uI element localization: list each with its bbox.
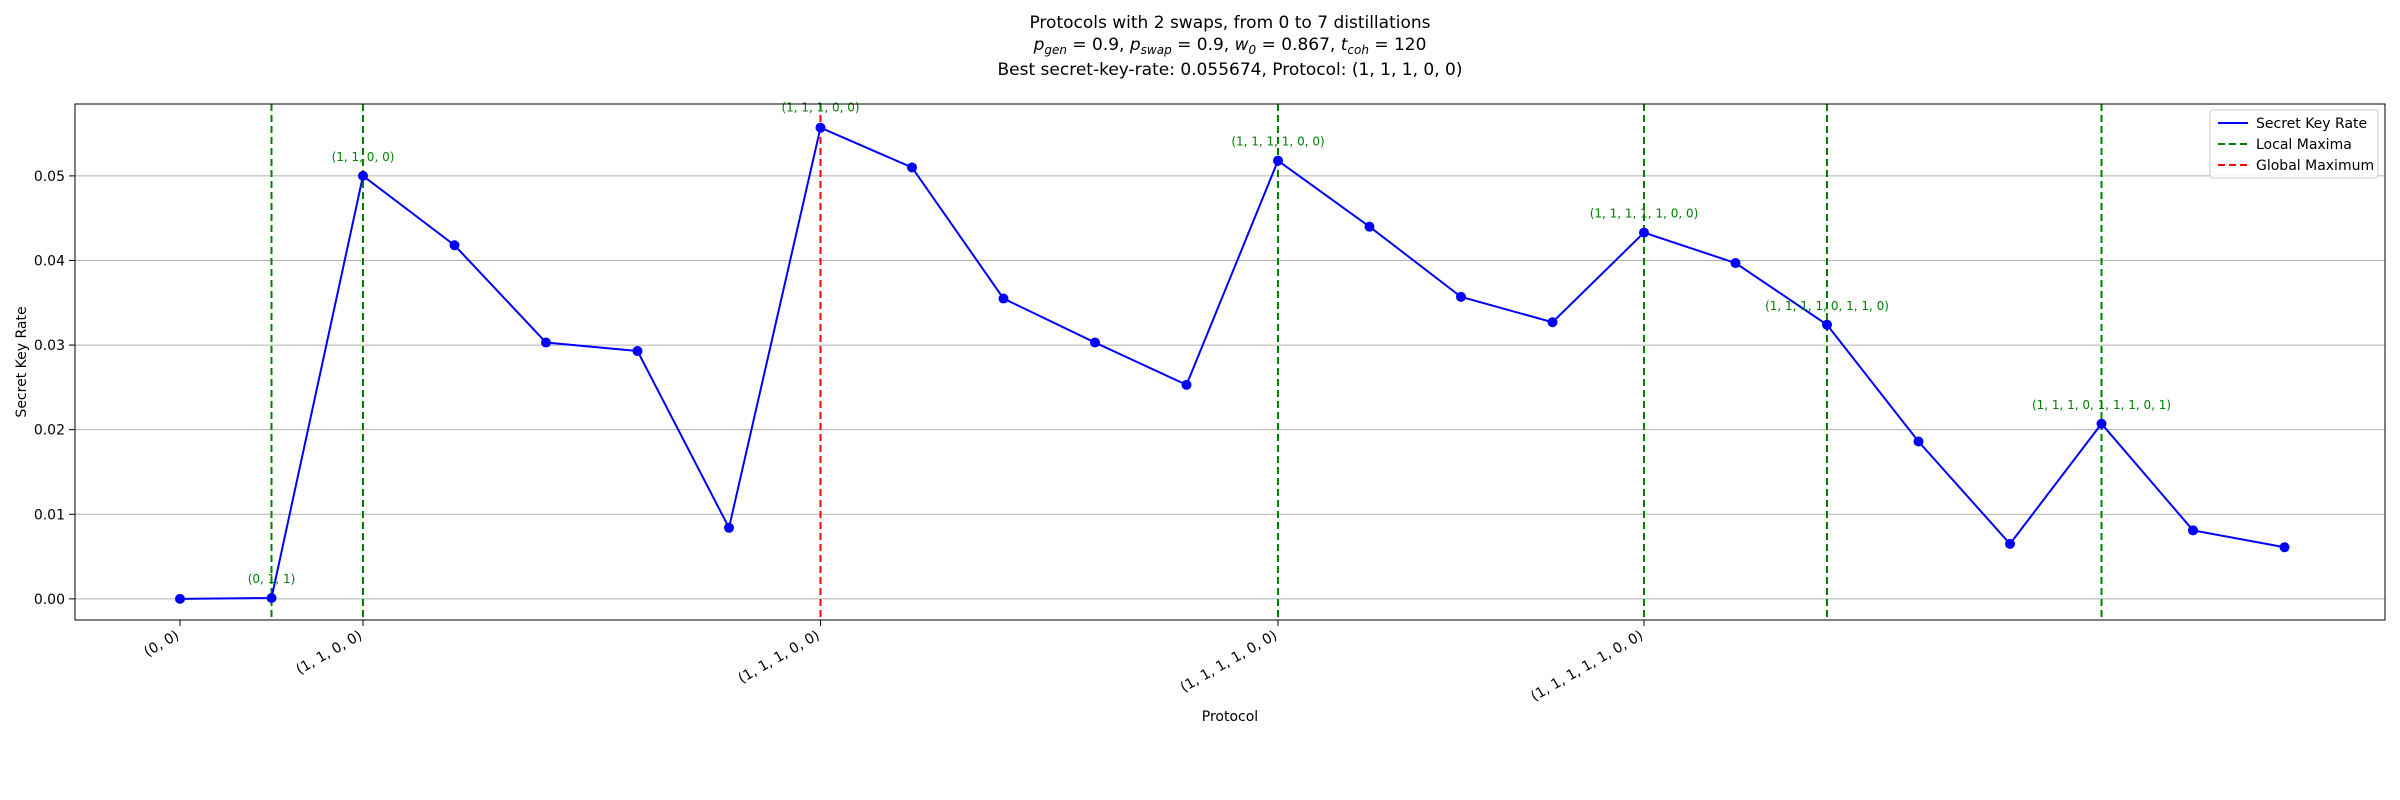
y-tick-label: 0.00 [34,592,65,608]
data-point [1456,291,1466,302]
data-point [1181,379,1192,390]
data-point [449,240,460,251]
global-maximum-label: (1, 1, 1, 0, 0) [781,101,859,115]
local-maximum-label: (0, 1, 1) [248,572,296,586]
y-tick-label: 0.01 [34,507,65,523]
x-tick-label: (0, 0) [141,628,182,661]
data-point [815,122,826,133]
data-point [2096,418,2107,429]
chart-title: Protocols with 2 swaps, from 0 to 7 dist… [1029,13,1430,33]
local-maximum-label: (1, 1, 1, 0, 1, 1, 1, 0, 1) [2032,398,2171,412]
local-maximum-label: (1, 1, 1, 1, 0, 1, 1, 0) [1765,299,1889,313]
grid-lines [75,175,2385,600]
data-point [1639,227,1649,238]
data-point [175,593,185,604]
data-point [907,162,917,173]
y-tick-label: 0.05 [34,169,65,185]
data-point [266,593,277,604]
chart-subtitle-params: pgen = 0.9, pswap = 0.9, w0 = 0.867, tco… [1033,35,1427,57]
data-point [1273,155,1283,166]
y-axis: 0.00 0.01 0.02 0.03 0.04 0.05 Secret Key Rate [14,169,75,608]
data-point [632,346,643,357]
plot-frame [74,103,2386,621]
data-point [1547,317,1558,328]
legend-label: Global Maximum [2256,158,2374,174]
annotation-layer: (0, 1, 1) (1, 1, 0, 0) (1, 1, 1, 1, 0, 0) (… [248,101,2171,586]
local-maximum-label: (1, 1, 1, 1, 1, 0, 0) [1590,207,1699,221]
data-point [541,337,551,348]
local-maximum-label: (1, 1, 0, 0) [332,150,395,164]
data-point [1090,337,1100,348]
x-axis-label: Protocol [1202,709,1258,725]
x-tick-label: (1, 1, 1, 1, 1, 0, 0) [1528,628,1646,705]
x-tick-label: (1, 1, 1, 0, 0) [736,628,823,687]
legend-box [2209,109,2379,179]
legend-label: Local Maxima [2256,137,2352,153]
data-point [1730,258,1741,269]
data-point [1822,319,1832,330]
local-maximum-label: (1, 1, 1, 1, 0, 0) [1231,135,1324,149]
data-point [358,170,368,181]
data-point [2279,542,2290,553]
x-tick-label: (1, 1, 0, 0) [294,628,365,678]
data-point [998,293,1009,304]
series-layer [175,122,2290,604]
maxima-lines [270,104,2103,620]
chart-subtitle-best: Best secret-key-rate: 0.055674, Protocol… [998,60,1463,80]
y-tick-label: 0.02 [34,423,65,439]
data-point [2005,538,2015,549]
data-point [2188,525,2198,536]
y-axis-label: Secret Key Rate [14,306,30,417]
x-axis: (0, 0) (1, 1, 0, 0) (1, 1, 1, 0, 0) (1, 1, … [141,620,1646,725]
y-tick-label: 0.04 [34,253,65,269]
data-point [1364,221,1375,232]
x-tick-label: (1, 1, 1, 1, 0, 0) [1178,628,1280,696]
data-point [1913,436,1924,447]
data-point [724,522,734,533]
chart-title-block: Protocols with 2 swaps, from 0 to 7 dist… [998,13,1463,80]
series-line [179,126,2285,600]
y-tick-label: 0.03 [34,338,65,354]
legend-label: Secret Key Rate [2256,116,2367,132]
legend: Secret Key Rate Local Maxima Global Maximu… [2209,109,2379,179]
